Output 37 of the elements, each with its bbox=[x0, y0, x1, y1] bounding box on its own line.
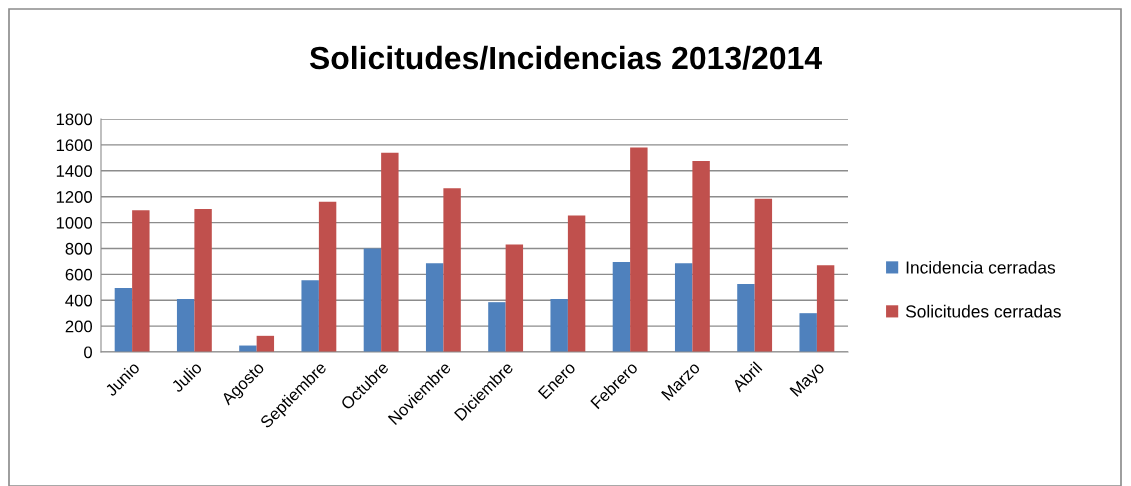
bar bbox=[363, 248, 382, 353]
y-tick-label: 0 bbox=[84, 346, 93, 359]
y-tick-label: 1600 bbox=[56, 139, 93, 152]
bar bbox=[443, 188, 461, 353]
x-tick-label: Julio bbox=[170, 360, 203, 394]
y-tick-label: 1400 bbox=[56, 165, 93, 177]
bar bbox=[488, 302, 506, 353]
bar bbox=[692, 161, 710, 353]
bar bbox=[550, 298, 568, 353]
bar bbox=[799, 313, 817, 353]
y-tick-label: 400 bbox=[65, 294, 93, 307]
bar bbox=[301, 280, 319, 353]
bar bbox=[674, 263, 693, 353]
y-tick-label: 200 bbox=[65, 320, 93, 333]
bar bbox=[318, 201, 337, 353]
y-tick-label: 600 bbox=[65, 268, 93, 281]
legend-label: Solicitudes cerradas bbox=[905, 304, 1061, 318]
chart-title: Solicitudes/Incidencias 2013/2014 bbox=[309, 45, 822, 70]
bar bbox=[630, 147, 648, 353]
legend-label: Incidencia cerradas bbox=[906, 260, 1056, 274]
y-tick-label: 1800 bbox=[56, 113, 93, 126]
bar bbox=[816, 265, 835, 353]
bar bbox=[256, 335, 275, 353]
bar bbox=[381, 152, 399, 353]
bar bbox=[114, 287, 133, 353]
bar bbox=[176, 298, 195, 353]
y-tick-label: 800 bbox=[65, 242, 93, 255]
bar bbox=[737, 284, 755, 353]
y-tick-label: 1000 bbox=[56, 216, 93, 229]
bar bbox=[132, 210, 150, 353]
bar bbox=[754, 198, 773, 353]
bar bbox=[505, 244, 524, 353]
bar bbox=[425, 263, 444, 353]
bar bbox=[612, 262, 631, 353]
bar bbox=[567, 215, 586, 353]
bar bbox=[194, 208, 212, 353]
y-tick-label: 1200 bbox=[56, 191, 93, 203]
